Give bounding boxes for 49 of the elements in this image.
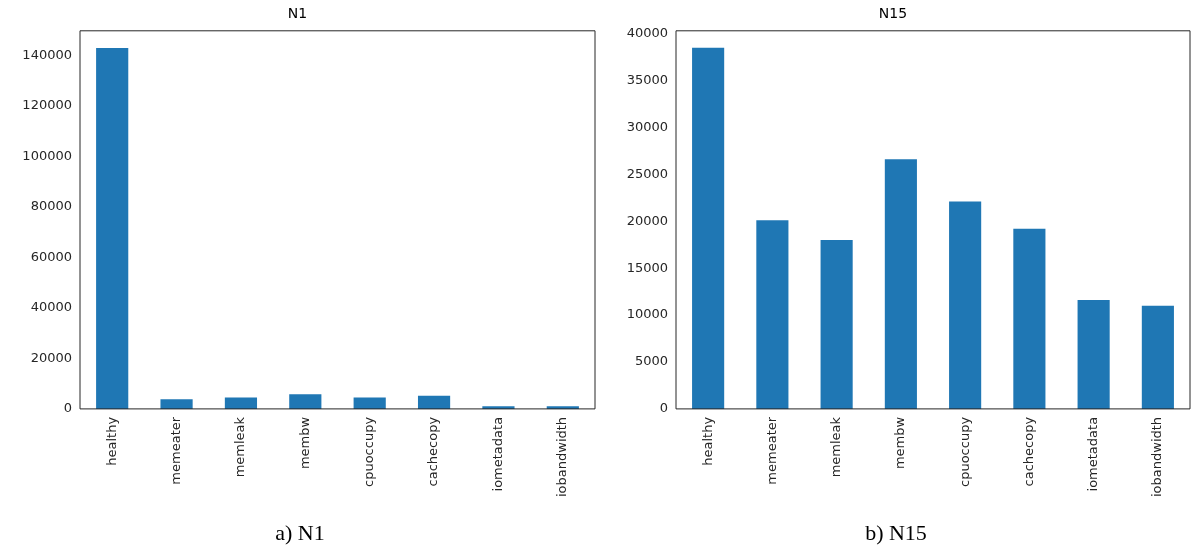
bar	[756, 220, 789, 409]
x-tick-label: iometadata	[1085, 416, 1100, 492]
y-tick-label: 30000	[626, 118, 668, 134]
x-tick-label: iobandwidth	[1149, 416, 1165, 497]
x-tick-label: healthy	[103, 416, 119, 466]
y-tick-label: 15000	[626, 259, 668, 275]
bar	[96, 47, 129, 409]
y-tick-label: 100000	[22, 147, 72, 163]
x-tick-label: membw	[892, 416, 908, 470]
bar	[1013, 228, 1046, 409]
x-tick-label: membw	[296, 416, 312, 470]
y-tick-label: 20000	[626, 212, 668, 228]
x-tick-label: cpuoccupy	[361, 416, 377, 487]
x-tick-label: iometadata	[489, 416, 505, 492]
x-tick-label: memleak	[232, 416, 248, 478]
bar	[1077, 300, 1110, 409]
chart-title: N1	[287, 5, 308, 22]
y-tick-label: 35000	[626, 71, 668, 87]
y-tick-label: 40000	[30, 299, 72, 315]
x-tick-label: memeater	[763, 416, 779, 485]
bar	[1141, 305, 1174, 409]
y-tick-label: 120000	[22, 97, 72, 113]
y-tick-label: 20000	[30, 349, 72, 365]
chart-title: N15	[878, 5, 908, 22]
x-tick-label: healthy	[699, 416, 715, 466]
bar	[160, 399, 193, 409]
x-tick-label: memeater	[167, 416, 183, 485]
y-tick-label: 0	[63, 400, 72, 416]
bar	[884, 159, 917, 409]
text: a) N1	[275, 520, 325, 546]
y-tick-label: 40000	[626, 24, 668, 40]
y-tick-label: 60000	[30, 248, 72, 264]
y-tick-label: 140000	[22, 46, 72, 62]
y-tick-label: 25000	[626, 165, 668, 181]
text: b) N15	[865, 520, 927, 546]
y-tick-label: 5000	[634, 353, 668, 369]
x-tick-label: cpuoccupy	[956, 416, 972, 487]
y-tick-label: 0	[659, 400, 668, 416]
bar	[820, 240, 853, 409]
x-tick-label: memleak	[828, 416, 843, 478]
x-tick-label: cachecopy	[425, 416, 441, 487]
x-tick-label: iobandwidth	[554, 416, 570, 497]
bar	[417, 395, 451, 409]
bar	[289, 394, 322, 409]
bar	[692, 47, 725, 409]
x-tick-label: cachecopy	[1020, 416, 1036, 487]
y-tick-label: 80000	[30, 198, 72, 214]
y-tick-label: 10000	[626, 306, 668, 322]
bar	[949, 201, 982, 409]
